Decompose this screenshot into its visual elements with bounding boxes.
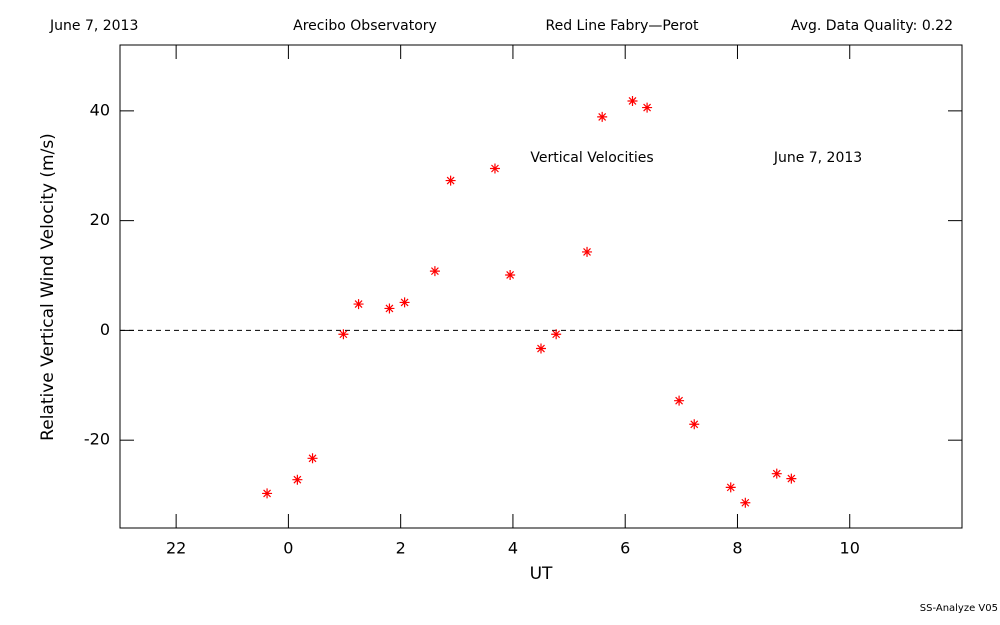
point — [536, 343, 546, 354]
y-tick-label: 0 — [100, 320, 110, 339]
point — [725, 482, 736, 493]
point — [674, 395, 685, 406]
x-tick-label: 6 — [620, 539, 630, 558]
point — [689, 419, 700, 430]
x-tick-label: 22 — [166, 539, 186, 558]
point — [292, 474, 303, 485]
point — [597, 111, 608, 122]
y-tick-label: 40 — [90, 100, 110, 119]
header-quality: Avg. Data Quality: 0.22 — [791, 18, 953, 34]
point — [262, 488, 273, 499]
point — [353, 299, 364, 310]
footer: SS-Analyze V05 — [920, 603, 998, 614]
point — [445, 175, 456, 186]
x-tick-label: 4 — [508, 539, 518, 558]
point — [338, 329, 349, 340]
point — [399, 297, 410, 308]
point — [489, 163, 500, 174]
point — [642, 102, 653, 113]
y-tick-label: -20 — [84, 430, 110, 449]
point — [429, 266, 440, 277]
header-instrument: Red Line Fabry—Perot — [545, 18, 699, 34]
x-tick-label: 0 — [283, 539, 293, 558]
point — [505, 269, 516, 280]
annotation: June 7, 2013 — [773, 150, 862, 166]
point — [627, 95, 638, 106]
point — [771, 468, 782, 479]
y-axis-label: Relative Vertical Wind Velocity (m/s) — [38, 133, 58, 441]
x-tick-label: 8 — [732, 539, 742, 558]
annotation: Vertical Velocities — [530, 150, 653, 166]
point — [551, 329, 562, 340]
y-tick-label: 20 — [90, 210, 110, 229]
plot-frame — [119, 44, 963, 529]
x-tick-label: 2 — [396, 539, 406, 558]
x-axis-label: UT — [530, 564, 553, 584]
header-date: June 7, 2013 — [49, 18, 138, 34]
point — [582, 246, 593, 257]
point — [786, 473, 797, 484]
header-site: Arecibo Observatory — [293, 18, 437, 34]
point — [740, 497, 751, 508]
point — [384, 303, 395, 314]
point — [307, 453, 318, 464]
x-tick-label: 10 — [840, 539, 860, 558]
